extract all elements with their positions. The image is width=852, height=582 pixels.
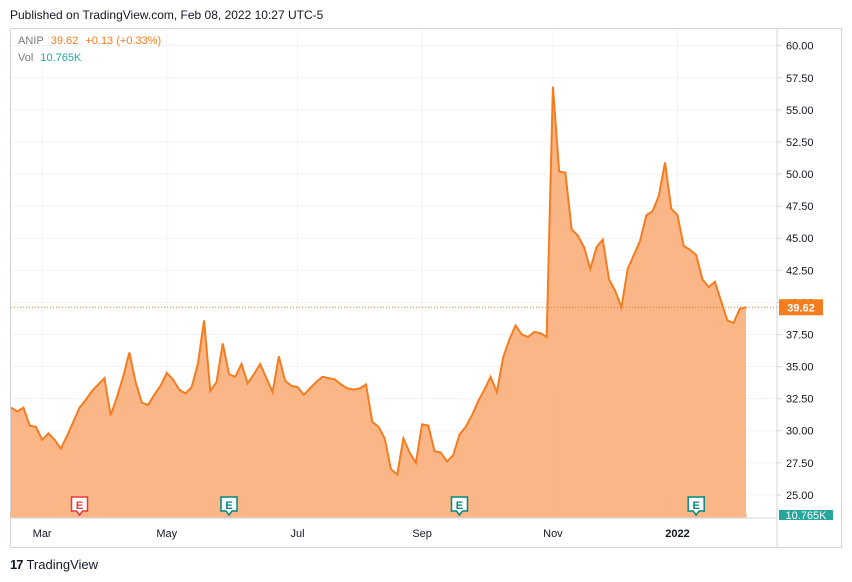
x-tick-label: 2022 xyxy=(665,528,689,540)
earnings-marker-icon[interactable]: E xyxy=(687,496,705,517)
earnings-marker-label: E xyxy=(225,500,232,512)
x-tick-label: May xyxy=(156,528,177,540)
legend-volume-row: Vol 10.765K xyxy=(18,52,81,64)
y-tick-label: 55.00 xyxy=(786,105,814,117)
x-tick-label: Mar xyxy=(33,528,52,540)
y-tick-label: 30.00 xyxy=(786,426,814,438)
y-tick-label: 47.50 xyxy=(786,201,814,213)
legend-vol-value: 10.765K xyxy=(40,52,82,64)
y-tick-label: 25.00 xyxy=(786,490,814,502)
volume-tag-label: 10.765K xyxy=(786,510,828,522)
legend-price: 39.62 xyxy=(50,35,79,47)
earnings-marker-label: E xyxy=(456,500,463,512)
earnings-marker-label: E xyxy=(76,500,83,512)
y-tick-label: 60.00 xyxy=(786,41,814,53)
y-tick-label: 42.50 xyxy=(786,265,814,277)
y-tick-label: 50.00 xyxy=(786,169,814,181)
earnings-marker-label: E xyxy=(692,500,699,512)
legend-vol-label: Vol xyxy=(18,52,34,64)
price-area xyxy=(11,86,746,518)
legend-symbol: ANIP xyxy=(18,35,44,47)
last-price-tag xyxy=(779,299,823,316)
x-axis: Mar May Jul Sep Nov 2022 xyxy=(11,517,777,540)
published-header: Published on TradingView.com, Feb 08, 20… xyxy=(10,8,324,22)
legend-change: +0.13 (+0.33%) xyxy=(85,35,162,47)
y-tick-label: 27.50 xyxy=(786,458,814,470)
legend-price-row: ANIP 39.62 +0.13 (+0.33%) xyxy=(18,35,161,47)
brand-name: TradingView xyxy=(26,557,99,572)
price-tags: 39.62 10.765K xyxy=(779,299,833,522)
tradingview-logo-icon: 17 xyxy=(10,557,24,572)
x-tick-label: Sep xyxy=(412,528,432,540)
earnings-marker-icon[interactable]: E xyxy=(450,496,469,517)
y-tick-label: 45.00 xyxy=(786,233,814,245)
price-line xyxy=(10,86,747,477)
earnings-marker-icon[interactable]: E xyxy=(70,496,89,517)
x-tick-label: Jul xyxy=(290,528,304,540)
earnings-marker-icon[interactable]: E xyxy=(220,496,238,517)
volume-tag xyxy=(779,510,833,520)
y-axis: 60.00 57.50 55.00 52.50 50.00 47.50 45.00 42.50… xyxy=(776,29,814,548)
y-tick-label: 35.00 xyxy=(786,362,814,374)
y-tick-label: 32.50 xyxy=(786,394,814,406)
last-price-tag-label: 39.62 xyxy=(787,302,815,314)
y-tick-label: 37.50 xyxy=(786,329,814,341)
footer-brand[interactable]: 17 TradingView xyxy=(10,557,98,572)
x-tick-label: Nov xyxy=(543,528,563,540)
y-tick-label: 52.50 xyxy=(786,137,814,149)
chart-frame xyxy=(10,28,842,548)
y-tick-label: 57.50 xyxy=(786,73,814,85)
